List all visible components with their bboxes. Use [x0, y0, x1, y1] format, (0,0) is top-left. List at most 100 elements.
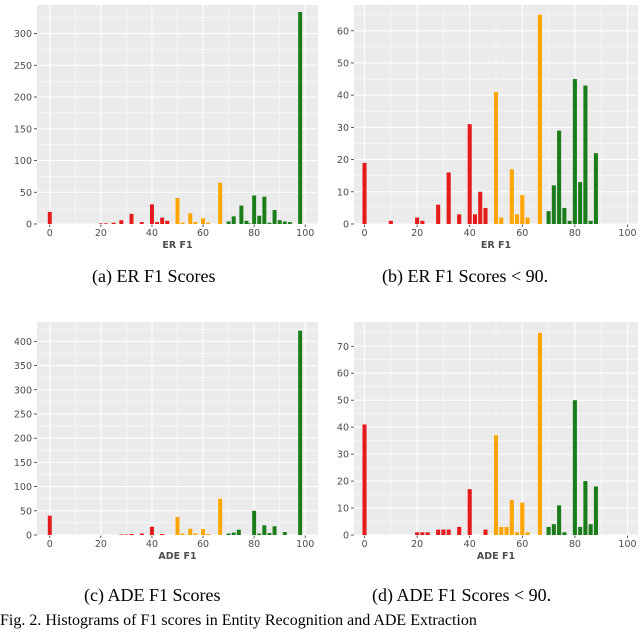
y-tick-label: 300: [14, 385, 32, 396]
histogram-bar: [478, 191, 483, 224]
histogram-bar: [583, 481, 588, 535]
histogram-bar: [298, 11, 303, 225]
x-tick-label: 80: [569, 228, 581, 239]
histogram-bar: [180, 533, 185, 535]
histogram-bar: [111, 222, 116, 224]
histogram-bar: [47, 515, 52, 535]
histogram-bar: [551, 185, 556, 224]
x-tick-label: 40: [464, 228, 476, 239]
histogram-bar: [98, 223, 103, 224]
histogram-bar: [193, 222, 198, 224]
histogram-bar: [493, 91, 499, 225]
histogram-bar: [188, 528, 193, 535]
histogram-bar: [277, 220, 282, 224]
y-tick-label: 40: [337, 91, 349, 102]
histogram-bar: [206, 534, 211, 535]
histogram-bar: [551, 524, 556, 535]
y-tick-label: 30: [337, 123, 349, 134]
histogram-bar: [160, 534, 165, 535]
histogram-bar: [436, 529, 441, 535]
x-axis-label: ER F1: [162, 240, 192, 251]
histogram-bar: [201, 218, 206, 224]
histogram-bar: [546, 211, 551, 224]
y-tick-label: 200: [14, 93, 32, 104]
histogram-bar: [420, 532, 425, 535]
histogram-bar: [578, 526, 583, 535]
histogram-bar: [520, 502, 525, 535]
caption-d: (d) ADE F1 Scores < 90.: [372, 585, 552, 605]
histogram-bar: [244, 220, 249, 224]
histogram-bar: [165, 220, 170, 224]
histogram-bar: [262, 525, 267, 535]
histogram-bar: [509, 499, 514, 535]
histogram-bar: [252, 510, 257, 535]
x-tick-label: 60: [516, 228, 528, 239]
y-tick-label: 70: [337, 342, 349, 353]
histogram-bar: [562, 532, 567, 535]
histogram-bar: [525, 217, 530, 224]
histogram-bar: [236, 529, 241, 535]
y-tick-label: 200: [14, 434, 32, 445]
histogram-bar: [467, 124, 472, 224]
histogram-bar: [557, 130, 562, 224]
y-tick-label: 150: [14, 458, 32, 469]
histogram-bar: [446, 172, 451, 224]
y-tick-label: 0: [26, 531, 32, 542]
histogram-bar: [175, 197, 180, 224]
histogram-bar: [206, 222, 211, 224]
x-tick-label: 0: [361, 228, 367, 239]
x-tick-label: 40: [464, 539, 476, 550]
x-tick-label: 40: [146, 539, 158, 550]
histogram-bar: [272, 210, 277, 224]
x-tick-label: 0: [47, 228, 53, 239]
histogram-bar: [467, 489, 472, 535]
histogram-bar: [509, 169, 514, 224]
caption-a: (a) ER F1 Scores: [92, 266, 216, 286]
histogram-bar: [546, 526, 551, 535]
y-tick-label: 40: [337, 423, 349, 434]
histogram-bar: [188, 213, 193, 224]
chart-panel-d: 0 20 40 60 80 100 0 10 20 30 40 50 60 70 ADE F1: [320, 318, 640, 580]
y-tick-label: 250: [14, 409, 32, 420]
histogram-bar: [180, 222, 185, 224]
caption-c: (c) ADE F1 Scores: [84, 585, 221, 605]
y-tick-label: 0: [343, 531, 349, 542]
histogram-bar: [201, 529, 206, 535]
histogram-bar: [139, 533, 144, 535]
histogram-bar: [247, 223, 252, 224]
histogram-bar: [231, 532, 236, 535]
x-tick-label: 20: [95, 539, 107, 550]
histogram-bar: [562, 207, 567, 224]
y-tick-label: 0: [343, 220, 349, 231]
histogram-bar: [193, 533, 198, 535]
histogram-bar: [272, 526, 277, 535]
chart-c-svg: 0 20 40 60 80 100 0 50 100 150 200 250 300 350 400 ADE …: [14, 322, 318, 562]
x-tick-label: 20: [411, 228, 423, 239]
histogram-bar: [124, 534, 129, 536]
histogram-bar: [457, 526, 462, 535]
histogram-bar: [436, 204, 441, 224]
histogram-bar: [537, 14, 542, 225]
histogram-bar: [298, 330, 303, 535]
histogram-bar: [499, 217, 504, 224]
histogram-bar: [119, 220, 124, 224]
histogram-bar: [252, 195, 257, 224]
histogram-bar: [257, 215, 262, 224]
histogram-bar: [588, 524, 593, 535]
histogram-bar: [262, 196, 267, 224]
y-tick-label: 10: [337, 504, 349, 515]
chart-a-svg: 0 20 40 60 80 100 0 50 100 150 200 250 300 ER F1: [14, 5, 318, 251]
x-axis-label: ER F1: [481, 240, 511, 251]
histogram-bar: [239, 205, 244, 224]
histogram-bar: [218, 182, 223, 224]
x-axis-label: ADE F1: [158, 551, 196, 562]
histogram-bar: [415, 217, 420, 224]
histogram-bar: [483, 529, 488, 535]
y-tick-label: 50: [337, 396, 349, 407]
histogram-bar: [287, 222, 292, 224]
histogram-bar: [415, 532, 420, 535]
histogram-bar: [446, 529, 451, 535]
histogram-bar: [226, 533, 231, 535]
histogram-bar: [588, 220, 593, 224]
y-tick-label: 30: [337, 450, 349, 461]
